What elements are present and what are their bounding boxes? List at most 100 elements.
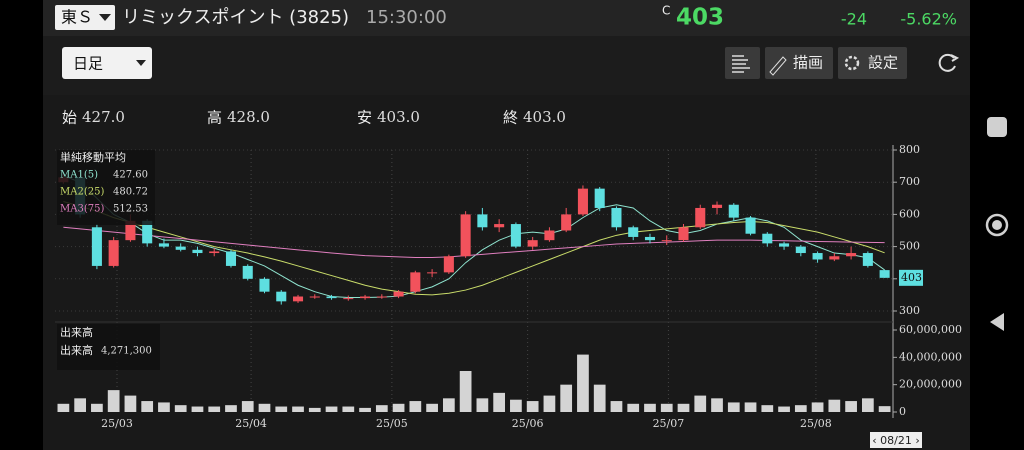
candle-body	[561, 214, 572, 231]
nav-back[interactable]	[990, 313, 1004, 331]
x-tick-label: 25/04	[235, 417, 267, 430]
volume-bar	[493, 392, 506, 412]
stock-name: リミックスポイント (3825)	[122, 7, 349, 28]
header-bar	[43, 0, 970, 36]
settings-button[interactable]	[838, 47, 907, 79]
volume-bar	[325, 406, 338, 412]
legend-value: 4,271,300	[101, 346, 152, 357]
y-tick-label: 300	[899, 304, 920, 317]
volume-bar	[861, 398, 874, 412]
candle-body	[510, 224, 521, 247]
volume-bar	[359, 407, 371, 412]
volume-bar	[577, 354, 589, 412]
legend-box	[57, 324, 160, 370]
volume-bar	[878, 406, 891, 412]
y-tick-label: 600	[899, 207, 920, 220]
candle-body	[829, 256, 840, 260]
volume-bar	[560, 384, 573, 412]
x-tick-label: 25/08	[800, 417, 832, 430]
ohlc-label: 安	[357, 109, 372, 127]
candle-body	[879, 270, 890, 278]
volume-bar	[644, 403, 656, 412]
period-select[interactable]	[62, 47, 152, 79]
draw-label: 描画	[793, 54, 823, 72]
candle-body	[443, 256, 454, 273]
candle-body	[259, 278, 270, 292]
ohlc-label: 始	[62, 109, 77, 127]
candle-body	[795, 246, 806, 254]
volume-bar	[258, 403, 271, 412]
volume-bar	[593, 384, 606, 412]
ohlc-value: 428.0	[227, 108, 270, 126]
exchange: 東Ｓ	[61, 8, 93, 27]
legend-title: 単純移動平均	[60, 150, 126, 164]
candle-body	[695, 207, 706, 228]
candle-body	[544, 230, 555, 241]
candle-body	[477, 214, 488, 228]
x-tick-label: 25/05	[376, 417, 408, 430]
volume-bar	[158, 402, 170, 412]
ohlc-label: 高	[207, 109, 222, 127]
volume-bar	[543, 395, 556, 412]
candle-body	[611, 207, 622, 228]
volume-bar	[778, 406, 790, 412]
nav-recent[interactable]	[987, 117, 1007, 137]
volume-bar	[57, 403, 70, 412]
candle-body	[393, 291, 404, 297]
volume-bar	[828, 399, 841, 412]
y-tick-label: 0	[899, 405, 906, 418]
volume-bar	[292, 406, 304, 412]
list-button[interactable]	[725, 47, 760, 79]
candle-body	[376, 296, 387, 298]
volume-bar	[744, 402, 757, 412]
volume-bar	[308, 407, 321, 412]
date-cursor	[870, 432, 922, 448]
exchange-select[interactable]	[55, 5, 115, 30]
arrow: ›	[912, 434, 920, 447]
ohlc-label: 終	[503, 109, 518, 127]
candle-body	[628, 227, 639, 237]
volume-bar	[342, 406, 355, 412]
candle-body	[343, 298, 354, 300]
draw-button[interactable]	[765, 47, 833, 79]
volume-bar	[677, 403, 690, 412]
volume-bar	[711, 398, 723, 412]
volume-bar	[392, 403, 405, 412]
ohlc-value: 427.0	[82, 108, 125, 126]
x-tick-label: 25/07	[653, 417, 685, 430]
candle-body	[779, 243, 790, 247]
candle-body	[309, 296, 320, 298]
volume-bar	[845, 401, 857, 412]
legend-name: MA2(25)	[60, 187, 104, 198]
price: 403	[676, 5, 724, 31]
legend-name: MA3(75)	[60, 204, 104, 215]
volume-bar	[141, 401, 154, 412]
volume-bar	[426, 403, 438, 412]
volume-bar	[241, 401, 254, 412]
candle-body	[410, 272, 421, 292]
y-tick-label: 500	[899, 240, 920, 253]
x-tick-label: 25/06	[512, 417, 544, 430]
candle-body	[142, 220, 153, 244]
volume-bar	[794, 405, 807, 412]
candle-body	[460, 214, 471, 257]
period: 日足	[73, 55, 103, 73]
volume-bar	[124, 395, 137, 412]
volume-bar	[74, 398, 87, 412]
arrow: ‹	[872, 434, 880, 447]
candle-body	[762, 233, 773, 244]
candle-body	[225, 251, 237, 266]
volume-bar	[660, 403, 673, 412]
candle-body	[661, 240, 672, 242]
gear-icon	[844, 55, 860, 71]
candle-body	[494, 224, 505, 228]
nav-home[interactable]	[985, 213, 1009, 237]
refresh-icon[interactable]	[938, 53, 956, 72]
candle-body	[594, 188, 605, 208]
cursor-date: ‹ 08/21 ›	[872, 434, 920, 447]
volume-bar	[627, 403, 640, 412]
volume-bar	[526, 401, 539, 412]
candle-body	[326, 296, 337, 299]
